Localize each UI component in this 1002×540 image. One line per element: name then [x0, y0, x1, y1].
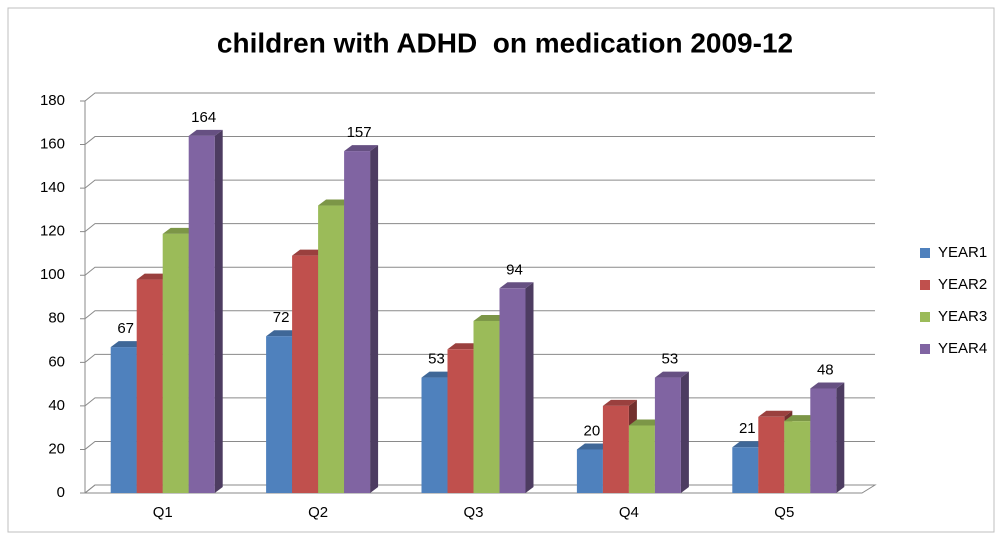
- x-tick-label: Q3: [463, 504, 483, 521]
- bar-top: [136, 273, 171, 280]
- bar-side: [214, 129, 223, 493]
- data-label: 20: [584, 422, 601, 439]
- bar-top: [576, 443, 611, 450]
- bar: [602, 405, 629, 493]
- y-tick-label: 20: [48, 440, 65, 457]
- bar-top: [162, 227, 197, 234]
- y-tick-label: 60: [48, 353, 65, 370]
- bar: [576, 449, 603, 493]
- bar-top: [110, 341, 145, 348]
- bar: [758, 416, 785, 493]
- bar: [499, 288, 526, 493]
- data-label: 53: [428, 351, 445, 368]
- bar: [162, 233, 189, 493]
- bar-side: [680, 371, 689, 493]
- legend-swatch: [920, 312, 930, 322]
- bar-top: [628, 419, 663, 426]
- bar-top: [473, 314, 508, 321]
- bar-top: [602, 399, 637, 406]
- bar-top: [732, 441, 767, 448]
- bar-top: [292, 249, 327, 256]
- bar-top: [447, 343, 482, 350]
- x-tick-label: Q1: [153, 504, 173, 521]
- bar-top: [344, 145, 379, 152]
- bar: [318, 205, 345, 494]
- bar-top: [758, 410, 793, 417]
- grid-line: [80, 136, 875, 146]
- bar-top: [421, 371, 456, 378]
- bar-side: [836, 382, 845, 493]
- bar: [628, 425, 655, 493]
- bar-top: [266, 330, 301, 337]
- legend-swatch: [920, 280, 930, 290]
- legend-label: YEAR1: [938, 244, 987, 261]
- bar: [784, 421, 811, 493]
- bar-top: [810, 382, 845, 389]
- x-tick-label: Q2: [308, 504, 328, 521]
- grid-line: [80, 266, 875, 276]
- data-label: 53: [662, 351, 679, 368]
- bar: [654, 377, 681, 493]
- x-tick-label: Q4: [619, 504, 639, 521]
- data-label: 72: [273, 309, 290, 326]
- data-label: 157: [347, 124, 372, 141]
- legend-swatch: [920, 248, 930, 258]
- bar: [810, 388, 837, 493]
- bar: [188, 135, 215, 493]
- bar: [421, 377, 448, 493]
- y-tick-label: 140: [40, 179, 65, 196]
- bar-top: [499, 282, 534, 289]
- y-tick-label: 120: [40, 223, 65, 240]
- y-tick-label: 100: [40, 266, 65, 283]
- y-tick-label: 40: [48, 397, 65, 414]
- bar: [136, 279, 163, 493]
- x-tick-label: Q5: [774, 504, 794, 521]
- bar-top: [188, 129, 223, 136]
- data-label: 21: [739, 420, 756, 437]
- grid-line: [80, 179, 875, 189]
- legend-label: YEAR4: [938, 340, 987, 357]
- grid-line: [80, 223, 875, 233]
- bar-side: [525, 282, 534, 493]
- bar-top: [318, 199, 353, 206]
- data-label: 67: [117, 320, 134, 337]
- y-tick-label: 0: [57, 484, 65, 501]
- bar-top: [784, 415, 819, 422]
- bar: [732, 447, 759, 493]
- y-tick-label: 80: [48, 310, 65, 327]
- chart-title: children with ADHD on medication 2009-12: [217, 27, 793, 58]
- bar-side: [370, 145, 379, 494]
- legend-swatch: [920, 344, 930, 354]
- grid-line: [80, 92, 875, 102]
- y-tick-label: 160: [40, 136, 65, 153]
- grid-line: [80, 310, 875, 320]
- bar: [110, 347, 137, 493]
- bar-top: [654, 371, 689, 378]
- bar: [292, 255, 319, 493]
- bar: [344, 151, 371, 494]
- bar: [447, 349, 474, 493]
- bar: [473, 320, 500, 493]
- data-label: 164: [191, 109, 216, 126]
- legend-label: YEAR3: [938, 308, 987, 325]
- legend-label: YEAR2: [938, 276, 987, 293]
- data-label: 48: [817, 361, 834, 378]
- y-tick-label: 180: [40, 92, 65, 109]
- data-label: 94: [506, 261, 523, 278]
- bar: [266, 336, 293, 493]
